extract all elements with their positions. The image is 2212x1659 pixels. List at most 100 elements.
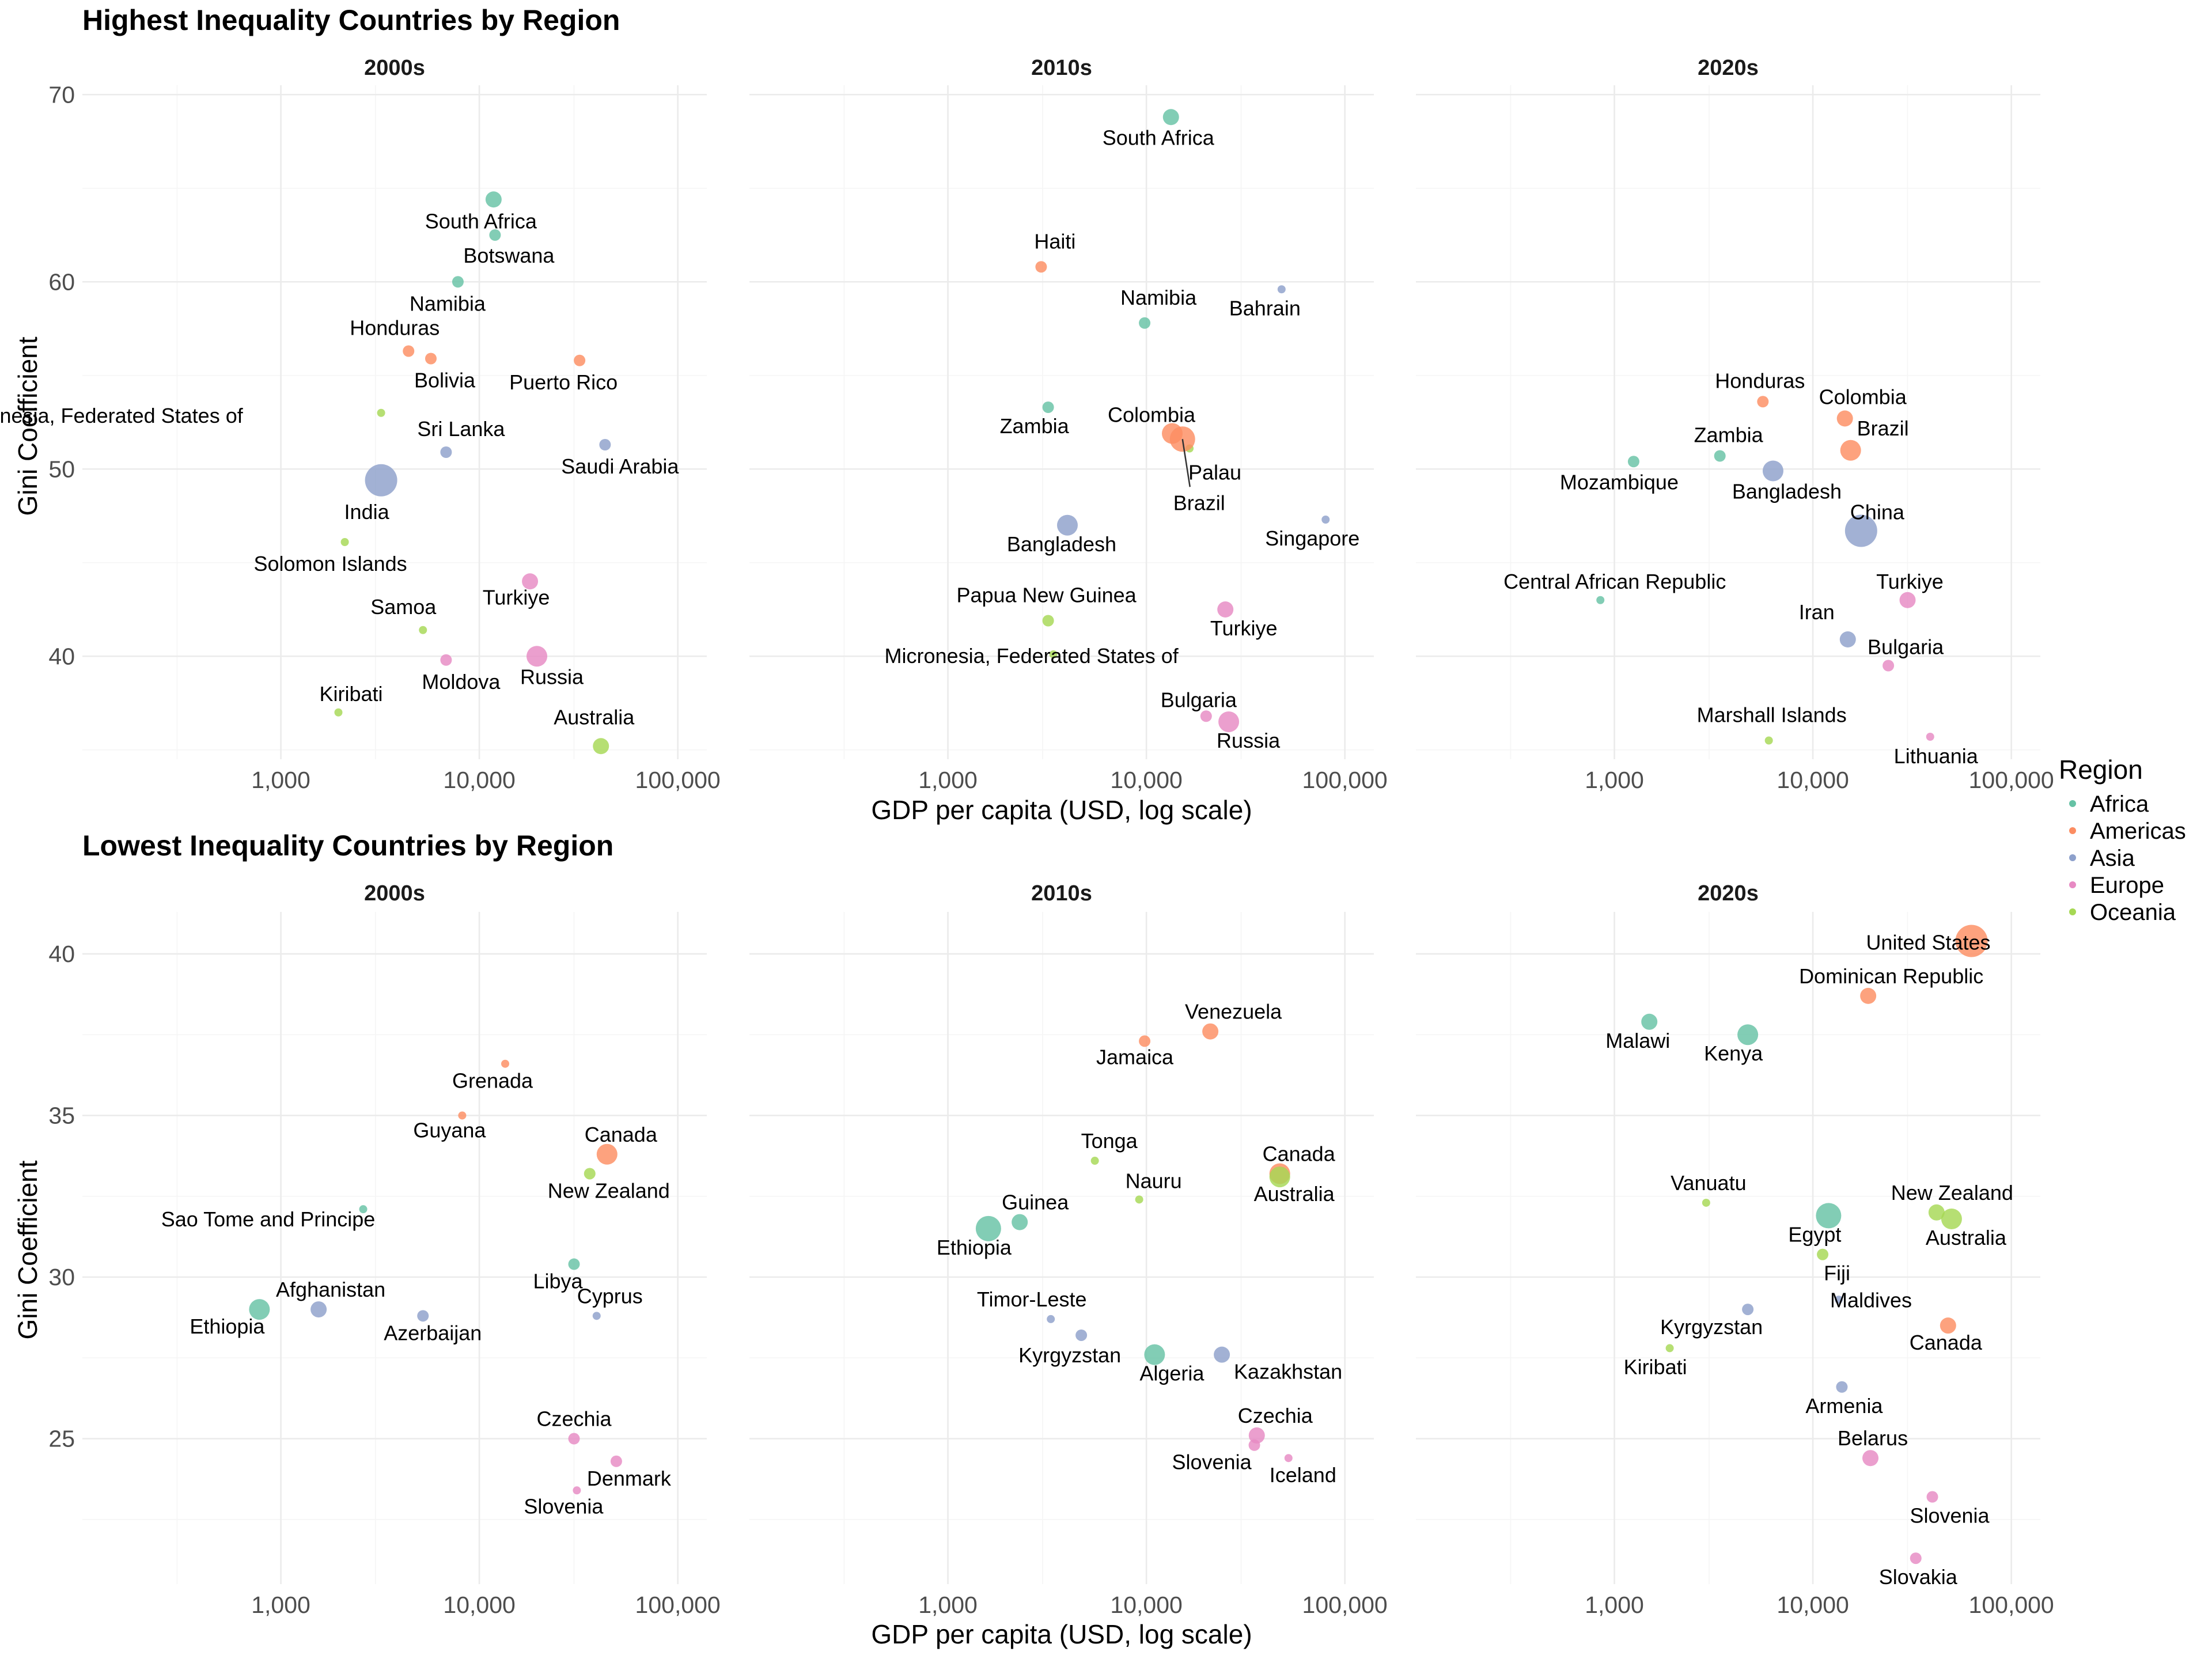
y-tick-label: 60	[48, 268, 75, 295]
y-tick-label: 40	[48, 941, 75, 967]
point-label-haiti: Haiti	[1034, 229, 1075, 253]
data-point-maldives	[1835, 1296, 1843, 1304]
point-label-colombia: Colombia	[1108, 403, 1196, 427]
data-point-slovenia	[1248, 1439, 1260, 1451]
data-point-zambia	[1714, 450, 1726, 462]
legend-swatch-europe	[2069, 881, 2076, 888]
data-point-united-states	[1955, 925, 1988, 957]
point-label-jamaica: Jamaica	[1096, 1045, 1174, 1069]
data-point-iceland	[1284, 1454, 1293, 1463]
data-point-armenia	[1836, 1381, 1848, 1393]
data-point-bulgaria	[1200, 710, 1212, 722]
point-label-moldova: Moldova	[422, 670, 501, 694]
data-point-central-african-republic	[1596, 596, 1605, 604]
data-point-turkiye	[1899, 592, 1916, 608]
data-point-slovenia	[573, 1486, 581, 1495]
x-tick-label: 1,000	[1585, 1592, 1644, 1618]
point-label-south-africa: South Africa	[1103, 126, 1215, 149]
data-point-solomon-islands	[340, 538, 349, 546]
point-label-australia: Australia	[554, 705, 635, 729]
facet-strip-title: 2000s	[364, 56, 425, 80]
point-label-grenada: Grenada	[452, 1069, 533, 1093]
y-tick-label: 40	[48, 643, 75, 669]
data-point-puerto-rico	[574, 354, 586, 366]
x-tick-label: 1,000	[918, 767, 978, 793]
point-label-iceland: Iceland	[1270, 1463, 1336, 1487]
data-point-kiribati	[334, 708, 343, 717]
point-label-honduras: Honduras	[1715, 369, 1805, 392]
x-tick-label: 10,000	[443, 767, 515, 793]
data-point-zambia	[1042, 402, 1054, 413]
point-label-china: China	[1850, 501, 1905, 524]
x-tick-label: 1,000	[918, 1592, 978, 1618]
data-point-bolivia	[425, 353, 437, 365]
point-label-australia: Australia	[1254, 1182, 1335, 1206]
data-point-slovenia	[1926, 1491, 1938, 1503]
point-label-sri-lanka: Sri Lanka	[417, 417, 505, 441]
legend-swatch-americas	[2069, 827, 2076, 834]
point-label-algeria: Algeria	[1139, 1362, 1205, 1385]
data-point-australia	[1269, 1166, 1290, 1188]
x-tick-label: 10,000	[443, 1592, 515, 1618]
point-label-kenya: Kenya	[1704, 1041, 1763, 1065]
x-tick-label: 100,000	[1302, 1592, 1388, 1618]
data-point-belarus	[1862, 1450, 1879, 1467]
data-point-marshall-islands	[1764, 736, 1773, 745]
point-label-bangladesh: Bangladesh	[1007, 532, 1116, 556]
data-point-cyprus	[592, 1312, 601, 1320]
x-tick-label: 100,000	[635, 767, 721, 793]
data-point-canada	[1940, 1317, 1956, 1334]
point-label-kiribati: Kiribati	[1624, 1355, 1687, 1378]
facet-panel-2010s: 2010s 1,000 10,000 100,000 Venezuela Jamaica T…	[749, 881, 1388, 1618]
point-label-namibia: Namibia	[410, 291, 486, 315]
data-point-namibia	[1139, 317, 1151, 329]
point-label-turkiye: Turkiye	[1210, 616, 1278, 640]
point-label-slovenia: Slovenia	[1172, 1450, 1252, 1474]
data-point-kazakhstan	[1214, 1346, 1230, 1363]
data-point-azerbaijan	[417, 1310, 429, 1322]
point-label-ethiopia: Ethiopia	[937, 1236, 1012, 1259]
y-tick-label: 35	[48, 1102, 75, 1128]
data-point-czechia	[1248, 1427, 1265, 1444]
data-point-turkiye	[522, 573, 539, 590]
data-point-haiti	[1035, 261, 1047, 273]
point-label-central-african-republic: Central African Republic	[1503, 570, 1726, 593]
point-label-united-states: United States	[1866, 930, 1990, 954]
point-label-belarus: Belarus	[1838, 1426, 1908, 1450]
point-label-singapore: Singapore	[1265, 527, 1359, 550]
label-leader-line	[1181, 439, 1191, 487]
facet-panel-2020s: 2020s 1,000 10,000 100,000 Honduras Colombia B…	[1416, 56, 2054, 793]
point-label-kyrgyzstan: Kyrgyzstan	[1018, 1343, 1121, 1367]
y-tick-label: 30	[48, 1264, 75, 1290]
x-tick-label: 10,000	[1777, 1592, 1849, 1618]
facet-strip-title: 2020s	[1698, 881, 1759, 906]
x-tick-label: 1,000	[251, 1592, 310, 1618]
data-point-fiji	[1817, 1248, 1829, 1260]
point-label-bahrain: Bahrain	[1229, 296, 1301, 320]
data-point-dominican-republic	[1860, 987, 1877, 1004]
facet-strip-title: 2000s	[364, 881, 425, 906]
x-tick-label: 100,000	[1302, 767, 1388, 793]
point-label-micronesia-federated-states-of: Micronesia, Federated States of	[885, 644, 1179, 668]
data-point-grenada	[501, 1059, 510, 1068]
point-label-tonga: Tonga	[1081, 1129, 1138, 1153]
data-point-bulgaria	[1883, 660, 1895, 672]
point-label-kazakhstan: Kazakhstan	[1234, 1360, 1342, 1384]
x-tick-label: 1,000	[251, 767, 310, 793]
point-label-lithuania: Lithuania	[1894, 744, 1979, 768]
data-point-saudi-arabia	[599, 439, 611, 450]
point-label-canada: Canada	[1910, 1331, 1983, 1354]
data-point-canada	[596, 1143, 618, 1165]
point-label-czechia: Czechia	[1238, 1404, 1313, 1427]
point-label-brazil: Brazil	[1173, 491, 1225, 514]
legend-label-asia: Asia	[2090, 846, 2135, 871]
data-point-colombia	[1836, 410, 1853, 427]
facet-strip-title: 2010s	[1031, 56, 1092, 80]
point-label-denmark: Denmark	[587, 1467, 672, 1490]
data-point-guyana	[458, 1111, 467, 1120]
data-point-honduras	[403, 345, 415, 357]
data-point-bahrain	[1277, 285, 1286, 294]
data-point-guinea	[1012, 1214, 1028, 1230]
point-label-maldives: Maldives	[1830, 1288, 1912, 1312]
point-label-india: India	[344, 500, 390, 524]
